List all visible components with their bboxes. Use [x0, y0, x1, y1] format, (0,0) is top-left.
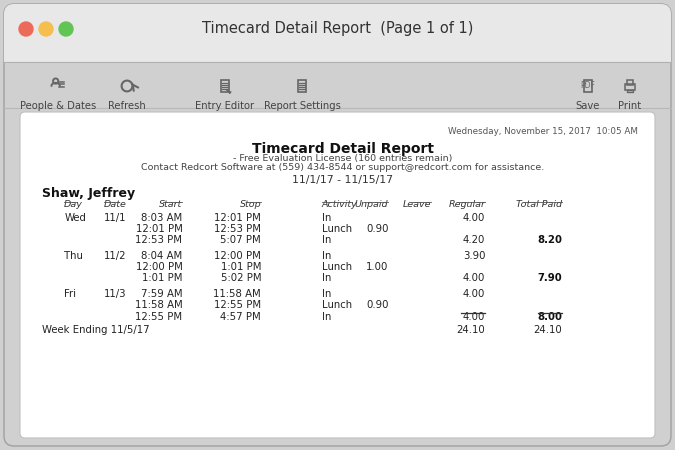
- Bar: [584, 80, 592, 92]
- Text: Regular: Regular: [448, 200, 485, 209]
- Text: 3.90: 3.90: [463, 251, 485, 261]
- Text: Unpaid: Unpaid: [355, 200, 388, 209]
- Circle shape: [39, 22, 53, 36]
- Text: 11/1/17 - 11/15/17: 11/1/17 - 11/15/17: [292, 175, 394, 185]
- Text: In: In: [322, 289, 331, 299]
- Text: 12:55 PM: 12:55 PM: [214, 301, 261, 310]
- Bar: [298, 80, 306, 92]
- Text: Date: Date: [104, 200, 126, 209]
- Text: 4.00: 4.00: [463, 274, 485, 284]
- Text: 4.00: 4.00: [463, 289, 485, 299]
- Text: Contact Redcort Software at (559) 434-8544 or support@redcort.com for assistance: Contact Redcort Software at (559) 434-85…: [141, 163, 545, 172]
- Bar: [221, 80, 229, 92]
- Text: 4.20: 4.20: [463, 235, 485, 245]
- Text: 11/2: 11/2: [104, 251, 126, 261]
- Text: 24.10: 24.10: [457, 325, 485, 335]
- FancyBboxPatch shape: [4, 4, 671, 62]
- Text: Week Ending 11/5/17: Week Ending 11/5/17: [42, 325, 150, 335]
- Text: Activity: Activity: [322, 200, 358, 209]
- Text: Fri: Fri: [64, 289, 76, 299]
- Text: 11:58 AM: 11:58 AM: [134, 301, 182, 310]
- Text: Wednesday, November 15, 2017  10:05 AM: Wednesday, November 15, 2017 10:05 AM: [448, 127, 638, 136]
- Bar: [627, 90, 633, 92]
- Text: 0.90: 0.90: [366, 224, 388, 234]
- Text: In: In: [322, 274, 331, 284]
- Text: Day: Day: [64, 200, 83, 209]
- Text: In: In: [322, 251, 331, 261]
- Text: 7:59 AM: 7:59 AM: [141, 289, 182, 299]
- Text: Total Paid: Total Paid: [516, 200, 562, 209]
- Text: Shaw, Jeffrey: Shaw, Jeffrey: [42, 187, 135, 200]
- Text: - Free Evaluation License (160 entries remain): - Free Evaluation License (160 entries r…: [234, 154, 453, 163]
- Text: 12:00 PM: 12:00 PM: [136, 262, 182, 272]
- Text: 4.00: 4.00: [463, 213, 485, 223]
- Text: Timecard Detail Report  (Page 1 of 1): Timecard Detail Report (Page 1 of 1): [202, 22, 474, 36]
- Text: Stop: Stop: [240, 200, 261, 209]
- Text: 1.00: 1.00: [366, 262, 388, 272]
- Text: 12:01 PM: 12:01 PM: [136, 224, 182, 234]
- Text: 11/1: 11/1: [104, 213, 126, 223]
- Text: Save: Save: [576, 101, 600, 111]
- Circle shape: [19, 22, 33, 36]
- Text: 12:00 PM: 12:00 PM: [215, 251, 261, 261]
- Text: 1:01 PM: 1:01 PM: [142, 274, 182, 284]
- Text: 8.20: 8.20: [537, 235, 562, 245]
- Text: Timecard Detail Report: Timecard Detail Report: [252, 142, 434, 156]
- Text: Lunch: Lunch: [322, 262, 352, 272]
- Text: In: In: [322, 213, 331, 223]
- Text: Entry Editor: Entry Editor: [196, 101, 254, 111]
- Text: 1:01 PM: 1:01 PM: [221, 262, 261, 272]
- Text: 12:53 PM: 12:53 PM: [214, 224, 261, 234]
- Text: Report Settings: Report Settings: [263, 101, 340, 111]
- Text: In: In: [322, 311, 331, 322]
- Text: 4:57 PM: 4:57 PM: [221, 311, 261, 322]
- Bar: [625, 84, 634, 90]
- Text: 0.90: 0.90: [366, 301, 388, 310]
- Text: 8.00: 8.00: [537, 311, 562, 322]
- Text: PDF: PDF: [580, 81, 595, 90]
- Circle shape: [59, 22, 73, 36]
- Text: In: In: [322, 235, 331, 245]
- Text: 12:01 PM: 12:01 PM: [215, 213, 261, 223]
- Text: Thu: Thu: [64, 251, 83, 261]
- Text: 5:07 PM: 5:07 PM: [221, 235, 261, 245]
- Text: Refresh: Refresh: [108, 101, 146, 111]
- Text: 8:04 AM: 8:04 AM: [141, 251, 182, 261]
- Text: Wed: Wed: [64, 213, 86, 223]
- Bar: [626, 80, 633, 85]
- Text: 11:58 AM: 11:58 AM: [213, 289, 261, 299]
- Text: Print: Print: [618, 101, 641, 111]
- Text: 24.10: 24.10: [534, 325, 562, 335]
- Bar: [4, 48, 671, 62]
- Text: Start: Start: [159, 200, 182, 209]
- Text: 12:55 PM: 12:55 PM: [135, 311, 182, 322]
- Text: Leave: Leave: [402, 200, 431, 209]
- Text: People & Dates: People & Dates: [20, 101, 96, 111]
- Text: 8:03 AM: 8:03 AM: [141, 213, 182, 223]
- Text: 4.00: 4.00: [463, 311, 485, 322]
- Text: Lunch: Lunch: [322, 224, 352, 234]
- Text: 5:02 PM: 5:02 PM: [221, 274, 261, 284]
- FancyBboxPatch shape: [20, 112, 655, 438]
- Text: 12:53 PM: 12:53 PM: [136, 235, 182, 245]
- Text: 7.90: 7.90: [537, 274, 562, 284]
- Text: Lunch: Lunch: [322, 301, 352, 310]
- FancyBboxPatch shape: [4, 4, 671, 446]
- Text: 11/3: 11/3: [104, 289, 126, 299]
